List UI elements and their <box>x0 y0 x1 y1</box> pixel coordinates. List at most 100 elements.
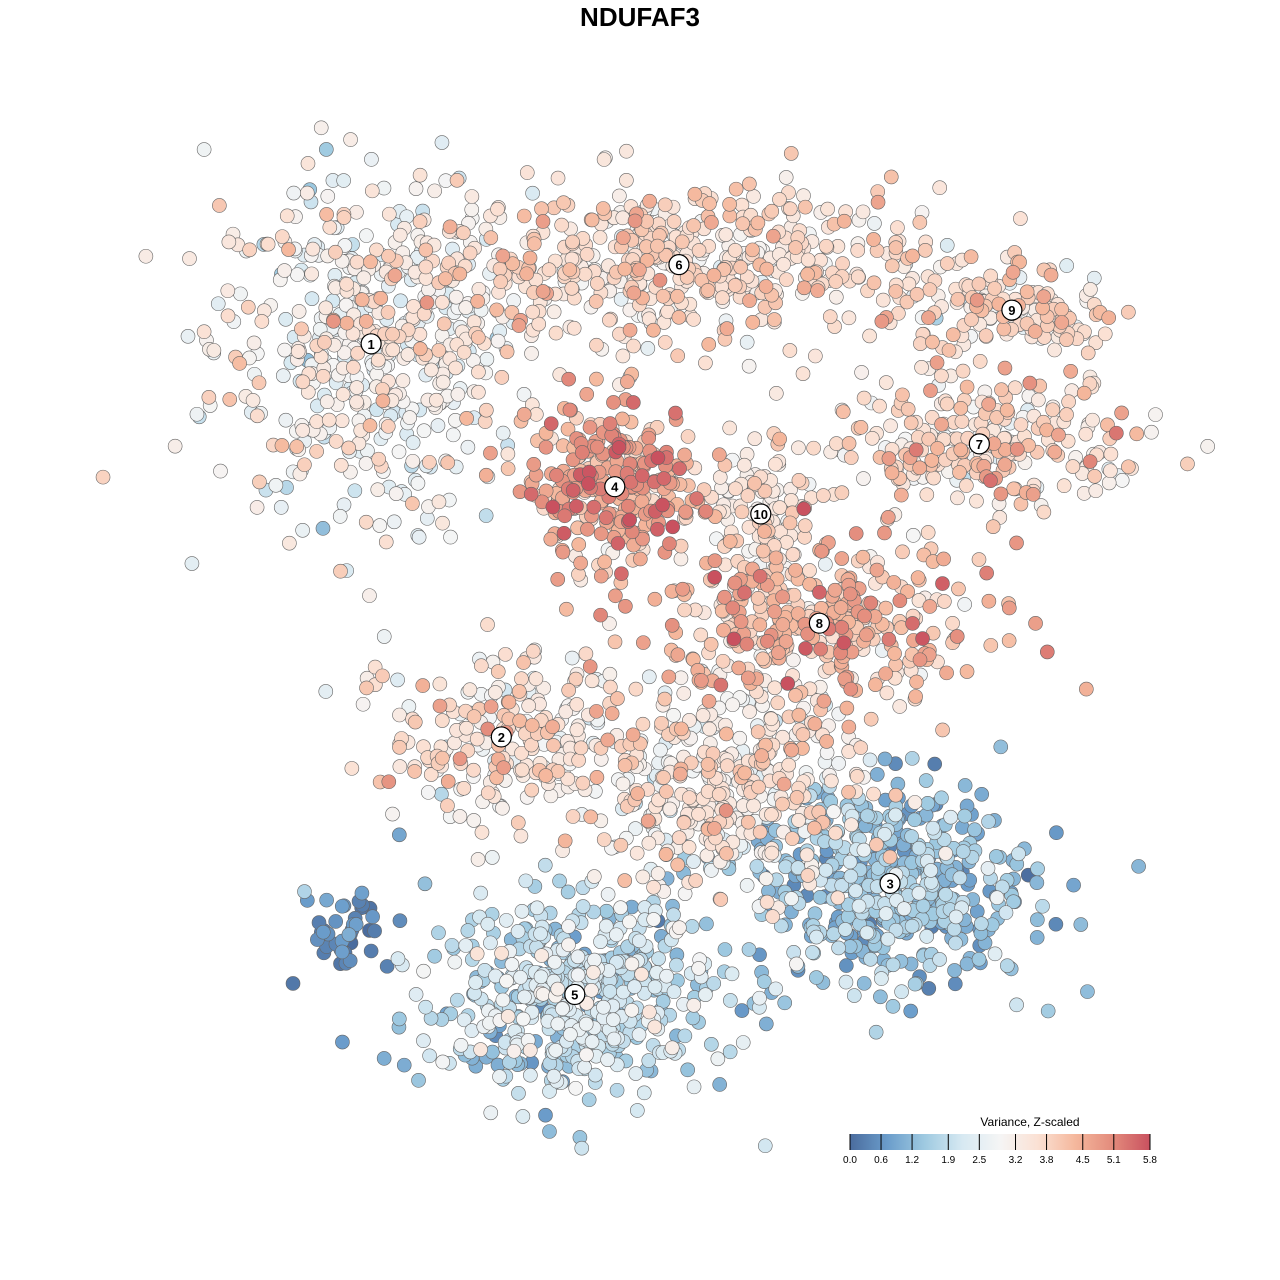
cluster-label-8: 8 <box>808 612 830 634</box>
data-point <box>348 917 364 932</box>
data-point <box>362 588 377 603</box>
data-point <box>903 415 919 431</box>
data-point <box>802 576 817 592</box>
data-point <box>1144 424 1159 440</box>
data-point <box>514 762 530 778</box>
data-point <box>807 716 823 732</box>
data-point <box>983 473 998 488</box>
data-point <box>515 1011 531 1027</box>
data-point <box>515 1109 531 1124</box>
data-point <box>1009 535 1024 551</box>
data-point <box>304 291 320 306</box>
data-point <box>757 483 773 499</box>
data-point <box>722 420 737 436</box>
data-point <box>694 673 709 688</box>
data-point <box>809 929 824 945</box>
data-point <box>523 1067 538 1083</box>
data-point <box>640 341 656 356</box>
data-point <box>418 242 434 258</box>
legend-tick-label: 3.8 <box>1040 1155 1054 1166</box>
data-point <box>628 821 643 836</box>
data-point <box>1078 426 1094 442</box>
data-point <box>800 868 816 883</box>
data-point <box>526 456 542 472</box>
data-point <box>646 322 661 338</box>
data-point <box>1059 258 1074 273</box>
legend-tick-label: 2.5 <box>972 1155 986 1166</box>
data-point <box>838 974 854 990</box>
data-point <box>798 641 813 656</box>
data-point <box>701 337 717 352</box>
data-point <box>617 873 633 888</box>
data-point <box>989 890 1005 906</box>
data-point <box>1025 487 1041 502</box>
data-point <box>883 169 899 185</box>
data-point <box>922 282 938 297</box>
data-point <box>726 631 742 647</box>
data-point <box>334 944 350 960</box>
data-point <box>641 1053 657 1068</box>
data-point <box>212 198 227 213</box>
data-point <box>662 536 677 551</box>
data-point <box>775 617 791 632</box>
data-point <box>419 295 435 310</box>
data-point <box>584 1034 600 1049</box>
data-point <box>376 1051 392 1066</box>
data-point <box>878 375 894 390</box>
data-point <box>833 600 849 615</box>
data-point <box>628 1066 644 1081</box>
data-point <box>1009 441 1025 457</box>
data-point <box>657 335 673 350</box>
data-point <box>622 512 637 528</box>
data-point <box>514 745 529 761</box>
data-point <box>742 704 757 719</box>
data-point <box>560 771 576 787</box>
data-point <box>953 442 969 458</box>
data-point <box>1029 875 1045 890</box>
data-point <box>452 809 468 824</box>
data-point <box>1103 463 1118 479</box>
data-point <box>612 188 627 204</box>
data-point <box>856 842 872 858</box>
data-point <box>522 1042 538 1058</box>
data-point <box>343 132 358 147</box>
data-point <box>759 894 775 910</box>
data-point <box>564 650 580 666</box>
data-point <box>538 768 554 783</box>
data-point <box>836 635 852 651</box>
data-point <box>948 909 964 925</box>
data-point <box>328 434 344 449</box>
data-point <box>254 314 270 329</box>
data-point <box>359 680 374 696</box>
data-point <box>1027 324 1043 339</box>
data-point <box>806 440 821 456</box>
data-point <box>528 671 544 687</box>
data-point <box>767 680 782 696</box>
cluster-label-text: 5 <box>571 987 578 1002</box>
data-point <box>914 360 929 375</box>
data-point <box>719 846 734 861</box>
data-point <box>358 314 374 329</box>
cluster-label-badge <box>490 726 512 748</box>
data-point <box>750 215 766 231</box>
data-point <box>411 1073 426 1088</box>
data-point <box>912 652 928 668</box>
data-point <box>550 1016 566 1032</box>
data-point <box>785 547 801 562</box>
data-point <box>887 646 902 661</box>
data-point <box>392 1011 407 1027</box>
cluster-label-text: 9 <box>1008 303 1015 318</box>
data-point <box>408 181 424 196</box>
data-point <box>286 185 302 201</box>
data-point <box>626 285 642 301</box>
data-point <box>919 487 935 502</box>
data-point <box>446 427 461 443</box>
data-point <box>587 869 602 884</box>
data-point <box>755 651 771 667</box>
data-point <box>522 250 538 266</box>
data-point <box>989 410 1004 425</box>
data-point <box>221 234 237 250</box>
data-point <box>862 752 878 768</box>
data-point <box>818 556 833 572</box>
data-point <box>1131 859 1146 874</box>
